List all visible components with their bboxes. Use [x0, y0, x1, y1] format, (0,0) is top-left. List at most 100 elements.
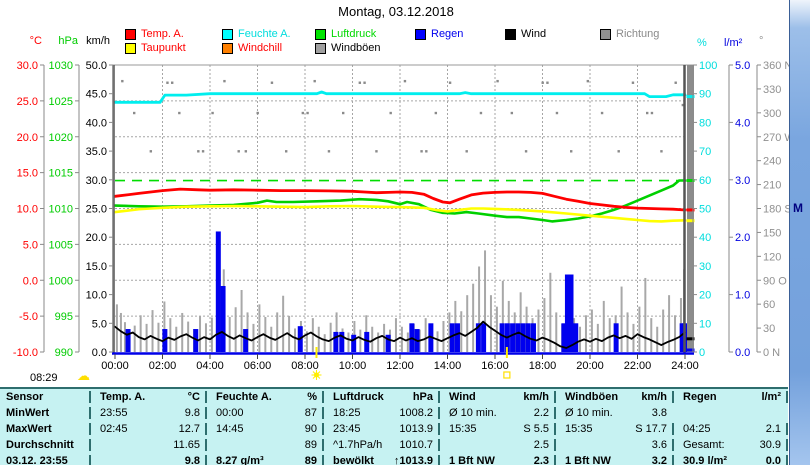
- page-title: Montag, 03.12.2018: [338, 4, 454, 19]
- svg-text:18:00: 18:00: [529, 360, 557, 372]
- cell-regen: Regen l/m²: [672, 391, 788, 403]
- svg-text:12:00: 12:00: [386, 360, 414, 372]
- axis-header-pct: %: [697, 37, 707, 49]
- legend-label: Windchill: [238, 42, 283, 54]
- cell-left: Gesamt:: [683, 439, 725, 451]
- legend-label: Luftdruck: [331, 28, 377, 40]
- legend-color-box: [600, 28, 611, 40]
- legend-item-regen: Regen: [415, 28, 463, 40]
- svg-text:16:00: 16:00: [481, 360, 509, 372]
- svg-text:-10.0: -10.0: [13, 347, 38, 359]
- svg-text:45.0: 45.0: [86, 89, 107, 101]
- cell-regen: 30.9 l/m² 0.0: [672, 455, 788, 465]
- svg-text:3.0: 3.0: [735, 175, 750, 187]
- legend-item-windchill: Windchill: [222, 42, 282, 54]
- svg-text:1005: 1005: [49, 239, 73, 251]
- cell-left: Wind: [449, 391, 476, 403]
- svg-text:22:00: 22:00: [624, 360, 652, 372]
- cell-left: Ø 10 min.: [449, 407, 497, 419]
- svg-text:20.0: 20.0: [86, 232, 107, 244]
- svg-text:1010: 1010: [49, 204, 73, 216]
- cell-temp-a-: Temp. A. °C: [89, 391, 205, 403]
- svg-text:00:00: 00:00: [101, 360, 129, 372]
- svg-text:210: 210: [763, 180, 781, 192]
- legend-item-wind: Wind: [505, 28, 546, 40]
- cell-feuchte-a-: 89: [205, 439, 322, 451]
- svg-text:360 N: 360 N: [763, 60, 792, 72]
- row-label: 03.12. 23:55: [6, 455, 68, 465]
- cell-windb-en: 1 Bft NW 3.2: [554, 455, 672, 465]
- cell-right: l/m²: [761, 391, 781, 403]
- svg-text:30.0: 30.0: [17, 60, 38, 72]
- cell-left: 02:45: [100, 423, 128, 435]
- legend-color-box: [505, 28, 516, 40]
- svg-text:0.0: 0.0: [92, 347, 107, 359]
- table-row-durchschnitt: Durchschnitt 11.65 89 ^1.7hPa/h 1010.7 2.5 3.6…: [0, 437, 788, 453]
- cell-luftdruck: 18:25 1008.2: [322, 407, 438, 419]
- cell-left: Luftdruck: [333, 391, 384, 403]
- cell-windb-en: Windböen km/h: [554, 391, 672, 403]
- table-row-sensor: Sensor Temp. A. °C Feuchte A.% Luftdruck hPa W…: [0, 389, 788, 405]
- svg-text:25.0: 25.0: [86, 204, 107, 216]
- legend-label: Windböen: [331, 42, 381, 54]
- svg-text:60: 60: [763, 299, 775, 311]
- cell-left: 18:25: [333, 407, 361, 419]
- window-edge-strip[interactable]: M: [789, 0, 810, 465]
- svg-text:990: 990: [55, 347, 73, 359]
- svg-text:1.0: 1.0: [735, 290, 750, 302]
- cell-right: 12.7: [178, 423, 200, 435]
- legend-color-box: [125, 42, 136, 54]
- cell-right: 11.65: [173, 439, 200, 451]
- cell-right: 90: [304, 423, 317, 435]
- sunrise-time: 08:29: [30, 372, 58, 384]
- cell-right: 3.6: [651, 439, 667, 451]
- cell-left: ^1.7hPa/h: [333, 439, 383, 451]
- row-label: Sensor: [6, 391, 44, 403]
- cell-temp-a-: 02:45 12.7: [89, 423, 205, 435]
- svg-text:1015: 1015: [49, 168, 73, 180]
- cell-left: Feuchte A.: [216, 391, 272, 403]
- legend-item-windb-en: Windböen: [315, 42, 381, 54]
- svg-text:1025: 1025: [49, 96, 73, 108]
- cell-left: bewölkt: [333, 455, 374, 465]
- svg-text:02:00: 02:00: [149, 360, 177, 372]
- axis-header-temp: °C: [29, 35, 42, 47]
- svg-text:40.0: 40.0: [86, 117, 107, 129]
- legend-color-box: [222, 42, 233, 54]
- cell-regen: Gesamt: 30.9: [672, 439, 788, 451]
- svg-text:25.0: 25.0: [17, 96, 38, 108]
- svg-text:70: 70: [699, 146, 711, 158]
- svg-text:14:00: 14:00: [434, 360, 462, 372]
- legend-color-box: [315, 28, 326, 40]
- legend-color-box: [315, 42, 326, 54]
- axis-header-hpa: hPa: [58, 35, 78, 47]
- cell-feuchte-a-: 00:00 87: [205, 407, 322, 419]
- legend-label: Richtung: [616, 28, 660, 40]
- svg-text:0: 0: [699, 347, 705, 359]
- svg-text:50.0: 50.0: [86, 60, 107, 72]
- row-label: MaxWert: [6, 423, 52, 435]
- stats-table: Sensor Temp. A. °C Feuchte A.% Luftdruck hPa W…: [0, 387, 788, 465]
- svg-text:35.0: 35.0: [86, 146, 107, 158]
- cell-right: 2.2: [533, 407, 549, 419]
- cell-right: hPa: [412, 391, 433, 403]
- cell-windb-en: 15:35 S 17.7: [554, 423, 672, 435]
- table-row-03-12-23-55: 03.12. 23:55 9.8 8.27 g/m³ 89 bewölkt ↑1013.9…: [0, 453, 788, 465]
- cell-right: 30.9: [759, 439, 781, 451]
- svg-text:10:00: 10:00: [339, 360, 367, 372]
- svg-text:06:00: 06:00: [244, 360, 272, 372]
- legend-item-feuchte-a-: Feuchte A.: [222, 28, 291, 40]
- cell-left: 30.9 l/m²: [683, 455, 728, 465]
- sunrise-cloud-icon: ☁: [77, 368, 90, 383]
- cell-left: 23:55: [100, 407, 128, 419]
- svg-text:100: 100: [699, 60, 717, 72]
- cell-right: 1010.7: [399, 439, 433, 451]
- cell-wind: 15:35 S 5.5: [438, 423, 554, 435]
- legend-label: Wind: [521, 28, 547, 40]
- svg-text:30: 30: [699, 261, 711, 273]
- cell-left: 15:35: [565, 423, 593, 435]
- row-label: MinWert: [6, 407, 50, 419]
- svg-text:10: 10: [699, 318, 711, 330]
- svg-text:0 N: 0 N: [763, 347, 780, 359]
- axis-header-lm2: l/m²: [724, 37, 743, 49]
